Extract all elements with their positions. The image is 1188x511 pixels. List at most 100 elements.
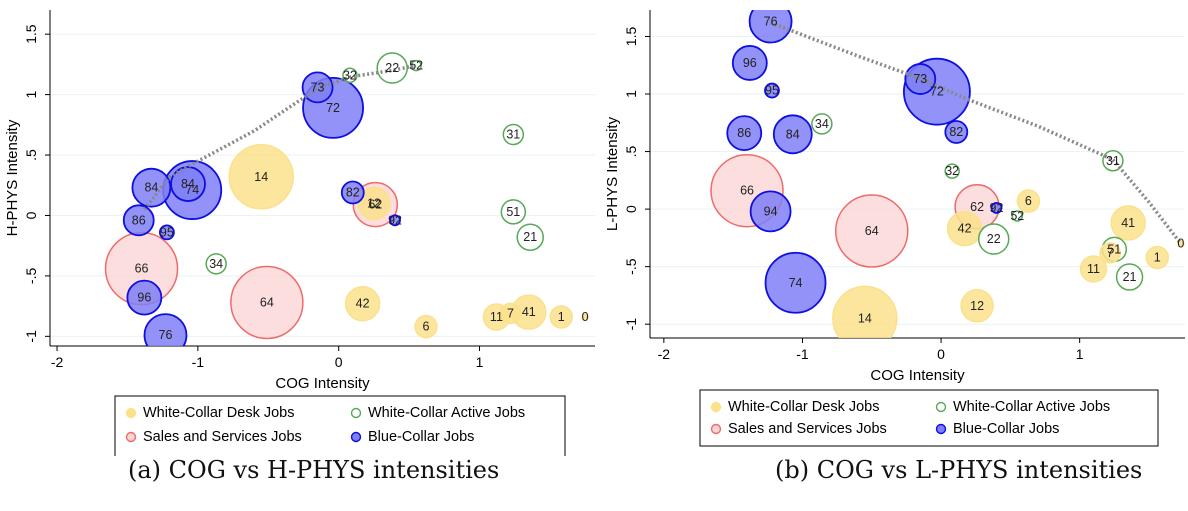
legend-label: White-Collar Active Jobs <box>368 405 525 421</box>
bubble-desk-7 <box>1099 242 1121 264</box>
bubble-marker <box>960 289 994 323</box>
bubble-marker <box>340 180 365 205</box>
point-label: 32 <box>945 164 959 178</box>
y-tick-label: -1 <box>623 318 639 331</box>
bubble-active-31 <box>502 123 525 146</box>
point-label: 12 <box>367 196 381 210</box>
bubble-marker <box>126 279 163 316</box>
bubble-blue-95 <box>158 224 175 241</box>
bubble-marker <box>1016 189 1041 213</box>
y-tick-label: 1.5 <box>623 27 639 47</box>
legend: White-Collar Desk Jobs White-Collar Activ… <box>699 389 1159 447</box>
bubble-marker <box>832 285 898 338</box>
legend-label: Sales and Services Jobs <box>728 421 887 437</box>
point-label: 51 <box>506 205 520 219</box>
point-label: 62 <box>368 198 382 212</box>
bubble-marker <box>344 285 381 322</box>
y-tick-label: 1.5 <box>23 24 39 44</box>
bubble-marker <box>357 186 391 221</box>
y-axis-title: L-PHYS Intensity <box>604 116 621 231</box>
point-label: 32 <box>343 68 357 82</box>
point-label: 12 <box>970 299 984 313</box>
legend-label: White-Collar Active Jobs <box>953 399 1110 415</box>
bubble-marker <box>731 45 768 81</box>
legend-entry-active: White-Collar Active Jobs <box>935 399 1110 415</box>
bubble-marker <box>131 167 172 208</box>
bubble-desk-14 <box>228 144 294 210</box>
point-label: 41 <box>1121 216 1135 230</box>
point-label: 7 <box>507 306 514 320</box>
point-label: 84 <box>786 127 800 141</box>
point-label: 1 <box>1154 250 1161 264</box>
bubble-desk-42 <box>946 210 983 247</box>
point-label: 22 <box>385 61 399 75</box>
bubble-blue-96 <box>126 279 163 316</box>
bubble-marker <box>389 214 401 227</box>
point-label: 96 <box>137 291 151 305</box>
bubble-blue-84 <box>131 167 172 208</box>
bubble-desk-42 <box>344 285 381 322</box>
bubble-blue-73 <box>904 63 937 95</box>
point-label: 6 <box>1025 194 1032 208</box>
legend-entry-desk: White-Collar Desk Jobs <box>710 399 880 415</box>
x-tick-label: 1 <box>476 354 484 370</box>
bubble-marker <box>158 224 175 241</box>
x-axis-title: COG Intensity <box>870 367 965 384</box>
legend-marker <box>935 423 947 435</box>
bubble-active-22 <box>977 223 1010 255</box>
bubble-desk-41 <box>1110 205 1146 241</box>
point-label: 72 <box>930 85 944 99</box>
bubble-marker <box>1177 239 1185 248</box>
bubble-marker <box>977 223 1010 255</box>
bubble-active-51 <box>500 199 527 225</box>
bubble-desk-0 <box>1177 239 1185 248</box>
point-label: 0 <box>582 310 589 324</box>
point-label: 21 <box>523 230 537 244</box>
x-tick-label: -1 <box>796 346 809 362</box>
legend-marker <box>350 431 362 443</box>
bubble-marker <box>944 163 960 179</box>
point-label: 34 <box>815 117 829 131</box>
point-label: 95 <box>765 84 779 98</box>
point-label: 92 <box>990 201 1004 215</box>
bubble-blue-76 <box>748 10 793 44</box>
point-label: 52 <box>409 59 423 73</box>
bubble-active-34 <box>811 113 833 135</box>
bubble-marker <box>811 113 833 135</box>
bubble-marker <box>904 63 937 95</box>
y-tick-label: 0 <box>623 205 639 213</box>
bubble-blue-96 <box>731 45 768 81</box>
point-label: 22 <box>987 232 1001 246</box>
legend-marker <box>125 407 137 419</box>
legend-entry-sales: Sales and Services Jobs <box>710 421 887 437</box>
legend-entry-sales: Sales and Services Jobs <box>125 429 302 445</box>
point-label: 92 <box>388 213 402 227</box>
bubble-desk-12 <box>960 289 994 323</box>
point-label: 14 <box>858 311 872 325</box>
point-label: 73 <box>913 72 927 86</box>
legend-entry-blue: Blue-Collar Jobs <box>350 429 474 445</box>
panel-b-chart: -1 -.5 0 .5 1 1.5 -2 -1 0 1 COG Intensity L-PHYS In… <box>604 10 1185 447</box>
caption-b: (b) COG vs L-PHYS intensities <box>775 456 1143 484</box>
bubble-blue-84 <box>170 166 206 202</box>
y-tick-label: -1 <box>23 330 39 343</box>
point-label: 84 <box>181 177 195 191</box>
y-tick-label: .5 <box>623 146 639 158</box>
bubble-marker <box>143 313 188 346</box>
bubble-marker <box>1115 263 1144 291</box>
bubble-marker <box>946 210 983 247</box>
bubble-marker <box>205 253 227 275</box>
bubble-marker <box>549 305 573 329</box>
bubble-marker <box>500 199 527 225</box>
bubble-marker <box>1145 245 1170 270</box>
bubble-marker <box>749 190 792 233</box>
bubble-marker <box>499 302 522 325</box>
point-label: 42 <box>958 222 972 236</box>
y-tick-label: 1 <box>623 90 639 98</box>
panel-a-chart: -1 -.5 0 .5 1 1.5 -2 -1 0 1 COG Intensity H-PHYS In… <box>4 10 595 456</box>
bubble-desk-11 <box>1079 255 1108 283</box>
bubble-blue-92 <box>389 214 401 227</box>
bubble-marker <box>835 194 909 268</box>
point-label: 52 <box>1010 209 1024 223</box>
